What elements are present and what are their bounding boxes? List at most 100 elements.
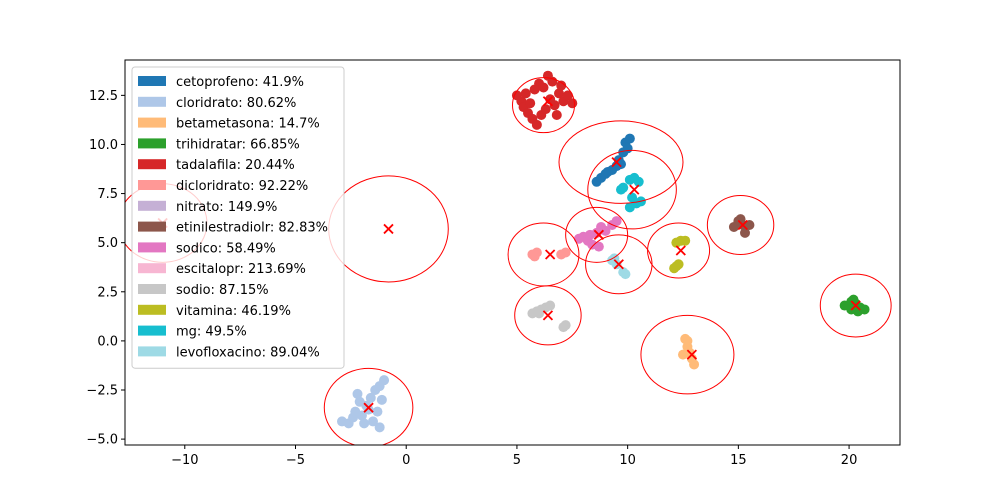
data-point-tadalafila <box>540 104 551 115</box>
plot-area <box>125 70 892 445</box>
legend-swatch-etinilestradiolr <box>138 221 166 232</box>
data-point-mg <box>624 202 635 213</box>
legend-label-trihidratar: trihidratar: 66.85% <box>176 137 300 152</box>
data-point-dicloridrato <box>529 251 540 262</box>
legend-swatch-cloridrato <box>138 96 166 107</box>
centroid-marker-nitrato <box>383 223 394 235</box>
legend-label-cloridrato: cloridrato: 80.62% <box>176 96 296 111</box>
data-point-sodico <box>611 216 622 227</box>
cluster-circle-levofloxacino <box>585 234 653 295</box>
centroid-marker-betametasona <box>686 349 697 360</box>
legend-swatch-nitrato <box>138 200 166 211</box>
centroid-marker-tadalafila <box>542 96 554 107</box>
legend-label-mg: mg: 49.5% <box>176 325 247 340</box>
centroid-marker-cetoprofeno <box>611 157 622 168</box>
x-tick-label: −5 <box>286 453 305 468</box>
y-tick-label: 0.0 <box>97 334 118 349</box>
cluster-circle-mg <box>587 149 677 230</box>
data-point-betametasona <box>689 359 700 370</box>
data-point-tadalafila <box>556 80 567 91</box>
legend-swatch-cetoprofeno <box>138 76 166 86</box>
centroid-marker-sodio <box>542 310 554 321</box>
y-tick-label: 12.5 <box>89 89 118 104</box>
x-tick-label: 15 <box>730 453 747 468</box>
data-point-sodico <box>600 225 611 236</box>
data-point-mg <box>633 176 644 187</box>
data-point-trihidratar <box>852 306 863 317</box>
cluster-circle-tadalafila <box>512 77 575 134</box>
data-point-tadalafila <box>531 119 542 130</box>
data-point-cloridrato <box>354 396 365 407</box>
data-point-cloridrato <box>379 375 390 386</box>
x-tick-label: 0 <box>402 453 410 468</box>
data-point-cloridrato <box>359 418 370 429</box>
data-point-cloridrato <box>368 416 378 427</box>
y-tick-label: 10.0 <box>89 138 118 153</box>
data-point-cloridrato <box>372 406 383 417</box>
data-point-cloridrato <box>363 404 374 415</box>
legend-swatch-betametasona <box>138 117 166 128</box>
x-axis-ticks: −10 −5 0 5 10 15 20 <box>171 445 857 468</box>
legend-label-betametasona: betametasona: 14.7% <box>176 117 320 132</box>
data-point-betametasona <box>682 335 693 346</box>
centroid-marker-vitamina <box>675 245 686 256</box>
legend-label-cetoprofeno: cetoprofeno: 41.9% <box>176 75 304 90</box>
legend-swatch-escitalopr <box>138 263 166 274</box>
legend-swatch-sodico <box>138 242 166 253</box>
data-point-tadalafila <box>542 70 553 81</box>
legend-label-sodico: sodico: 58.49% <box>176 241 276 256</box>
legend-label-levofloxacino: levofloxacino: 89.04% <box>176 345 320 360</box>
data-point-sodico <box>573 233 584 244</box>
y-tick-label: 2.5 <box>97 285 118 300</box>
cluster-circle-trihidratar <box>819 273 892 338</box>
data-point-cloridrato <box>352 388 363 399</box>
legend-swatch-vitamina <box>138 304 166 315</box>
legend-swatch-mg <box>138 325 166 336</box>
centroid-marker-trihidratar <box>850 300 861 311</box>
legend-label-nitrato: nitrato: 149.9% <box>176 200 277 215</box>
y-tick-label: 7.5 <box>97 187 118 202</box>
circles-layer <box>125 77 892 445</box>
data-point-etinilestradiolr <box>744 220 755 230</box>
data-point-sodio <box>560 320 571 331</box>
x-tick-label: 10 <box>619 453 636 468</box>
data-point-sodico <box>593 241 604 252</box>
data-point-cetoprofeno <box>622 143 633 154</box>
legend-label-etinilestradiolr: etinilestradiolr: 82.83% <box>176 221 328 236</box>
x-tick-label: 5 <box>513 453 521 468</box>
data-point-etinilestradiolr <box>740 227 750 238</box>
legend-label-tadalafila: tadalafila: 20.44% <box>176 158 295 173</box>
data-point-cloridrato <box>376 394 387 405</box>
data-point-mg <box>616 184 626 195</box>
data-point-cloridrato <box>356 410 367 421</box>
x-tick-label: −10 <box>171 453 198 468</box>
data-point-tadalafila <box>562 90 573 101</box>
centroid-marker-mg <box>629 184 640 195</box>
data-point-tadalafila <box>525 98 536 109</box>
legend-swatch-sodio <box>138 284 166 294</box>
y-tick-label: −5.0 <box>86 433 118 448</box>
centroid-marker-cloridrato <box>363 402 374 413</box>
data-point-trihidratar <box>848 294 859 305</box>
data-point-cetoprofeno <box>624 133 635 144</box>
legend-frame <box>131 66 345 369</box>
x-tick-label: 20 <box>841 453 858 468</box>
data-point-sodio <box>545 300 556 311</box>
y-tick-label: 5.0 <box>97 236 118 251</box>
data-point-cloridrato <box>374 422 385 433</box>
cluster-circle-vitamina <box>647 222 711 279</box>
data-point-vitamina <box>669 263 680 274</box>
cluster-circle-betametasona <box>640 314 735 395</box>
legend-swatch-levofloxacino <box>138 346 166 357</box>
data-point-cetoprofeno <box>602 166 613 177</box>
y-tick-label: −2.5 <box>86 384 118 399</box>
cluster-circle-cloridrato <box>323 367 414 445</box>
data-point-tadalafila <box>551 110 562 120</box>
centroids-layer <box>157 96 861 413</box>
centroid-marker-sodico <box>593 229 604 240</box>
data-point-sodico <box>585 229 595 240</box>
data-point-tadalafila <box>520 88 531 99</box>
axes-frame <box>124 59 901 446</box>
data-point-tadalafila <box>529 84 540 95</box>
data-point-levofloxacino <box>620 269 631 280</box>
